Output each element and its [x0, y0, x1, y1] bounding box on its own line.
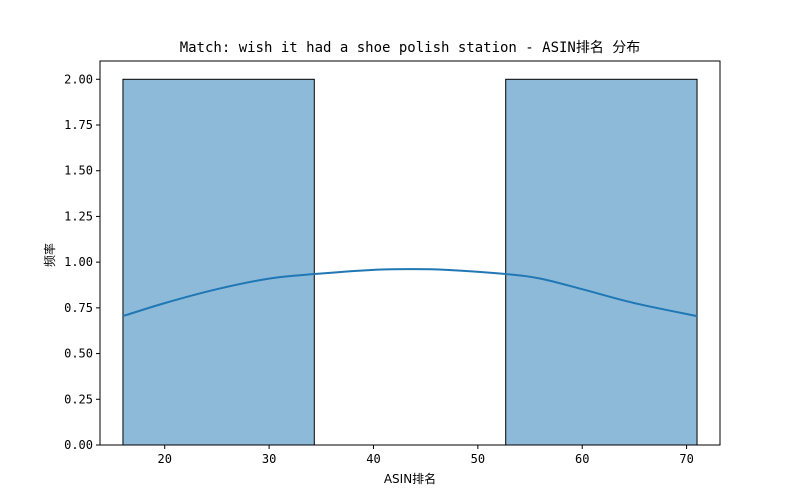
y-tick-label: 1.25 [64, 209, 93, 223]
x-tick-label: 20 [157, 452, 171, 466]
y-tick-label: 1.50 [64, 164, 93, 178]
y-axis-label: 频率 [42, 243, 57, 267]
x-axis-ticks: 20 30 40 50 60 70 [157, 445, 694, 466]
chart-title: Match: wish it had a shoe polish station… [180, 40, 641, 56]
y-tick-label: 0.75 [64, 301, 93, 315]
x-tick-label: 30 [262, 452, 276, 466]
kde-curve [122, 268, 698, 318]
y-tick-label: 0.25 [64, 392, 93, 406]
y-tick-label: 1.00 [64, 255, 93, 269]
x-tick-label: 60 [575, 452, 589, 466]
histogram-bars [122, 78, 698, 446]
x-tick-label: 40 [366, 452, 380, 466]
histogram-bar-0 [122, 78, 315, 446]
y-axis-ticks: 0.00 0.25 0.50 0.75 1.00 1.25 1.50 1.75 2.00 [64, 72, 100, 452]
y-tick-label: 2.00 [64, 72, 93, 86]
x-axis-label: ASIN排名 [384, 471, 436, 486]
y-tick-label: 1.75 [64, 118, 93, 132]
x-tick-label: 70 [679, 452, 693, 466]
y-tick-label: 0.50 [64, 347, 93, 361]
plot-frame [99, 60, 721, 446]
histogram-bar-2 [505, 78, 698, 446]
x-tick-label: 50 [471, 452, 485, 466]
y-tick-label: 0.00 [64, 438, 93, 452]
